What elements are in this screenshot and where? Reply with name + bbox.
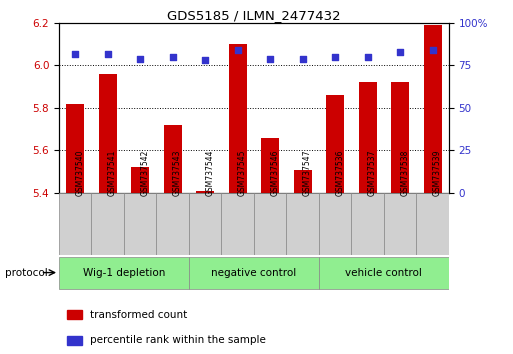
Point <box>364 54 372 60</box>
Bar <box>59 257 189 289</box>
Point <box>169 54 177 60</box>
Text: GSM737547: GSM737547 <box>303 149 312 196</box>
Bar <box>67 310 83 319</box>
Point <box>201 58 209 63</box>
Bar <box>359 82 377 193</box>
Bar <box>189 193 222 255</box>
Text: Wig-1 depletion: Wig-1 depletion <box>83 268 165 278</box>
Text: GSM737541: GSM737541 <box>108 150 117 196</box>
Bar <box>261 138 279 193</box>
Bar <box>229 44 247 193</box>
Point <box>266 56 274 62</box>
Bar <box>294 170 311 193</box>
Text: GSM737542: GSM737542 <box>140 150 149 196</box>
Bar <box>424 25 442 193</box>
Bar <box>319 257 449 289</box>
Text: GSM737537: GSM737537 <box>368 149 377 196</box>
Text: GSM737536: GSM737536 <box>335 149 344 196</box>
Point <box>331 54 339 60</box>
Bar <box>59 193 91 255</box>
Bar <box>91 193 124 255</box>
Title: GDS5185 / ILMN_2477432: GDS5185 / ILMN_2477432 <box>167 9 341 22</box>
Point <box>233 47 242 53</box>
Text: vehicle control: vehicle control <box>345 268 422 278</box>
Point <box>104 51 112 56</box>
Point <box>71 51 80 56</box>
Point <box>428 47 437 53</box>
Point <box>136 56 144 62</box>
Bar <box>319 193 351 255</box>
Text: GSM737540: GSM737540 <box>75 149 84 196</box>
Text: protocol: protocol <box>5 268 48 278</box>
Bar <box>131 167 149 193</box>
Bar <box>417 193 449 255</box>
Bar <box>156 193 189 255</box>
Bar <box>164 125 182 193</box>
Text: negative control: negative control <box>211 268 297 278</box>
Text: percentile rank within the sample: percentile rank within the sample <box>90 335 266 345</box>
Bar <box>124 193 156 255</box>
Text: GSM737546: GSM737546 <box>270 149 279 196</box>
Bar <box>189 257 319 289</box>
Bar <box>196 191 214 193</box>
Bar <box>222 193 254 255</box>
Point <box>299 56 307 62</box>
Text: GSM737544: GSM737544 <box>205 149 214 196</box>
Bar <box>391 82 409 193</box>
Bar <box>286 193 319 255</box>
Point <box>396 49 404 55</box>
Text: GSM737545: GSM737545 <box>238 149 247 196</box>
Bar <box>254 193 286 255</box>
Text: GSM737543: GSM737543 <box>173 149 182 196</box>
Text: GSM737538: GSM737538 <box>400 150 409 196</box>
Text: GSM737539: GSM737539 <box>432 149 442 196</box>
Bar <box>67 336 83 345</box>
Text: transformed count: transformed count <box>90 310 187 320</box>
Bar <box>384 193 417 255</box>
Bar <box>326 95 344 193</box>
Bar <box>99 74 116 193</box>
Bar <box>351 193 384 255</box>
Bar <box>66 104 84 193</box>
